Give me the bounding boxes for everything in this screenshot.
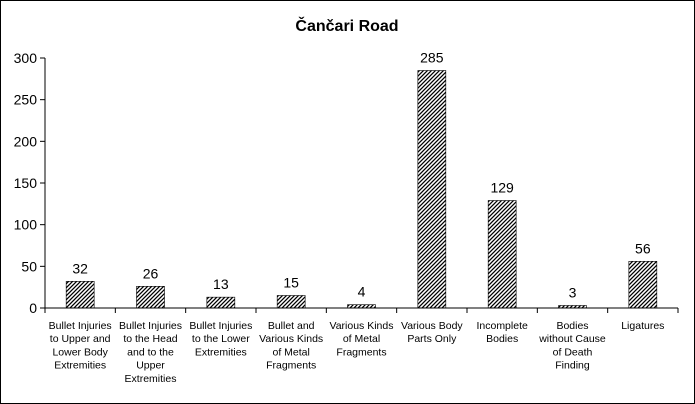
data-label: 129 <box>490 180 514 196</box>
data-label: 56 <box>635 240 651 256</box>
category-label-line: Various Body <box>401 320 463 332</box>
category-label-line: Bullet Injuries <box>119 320 182 332</box>
bar <box>65 281 95 309</box>
category-label-line: of Metal <box>343 333 380 345</box>
y-tick-label: 100 <box>14 217 38 233</box>
bar <box>206 296 236 309</box>
category-label-line: without Cause <box>538 333 606 345</box>
category-label-line: Upper <box>136 360 165 372</box>
data-label: 15 <box>283 275 299 291</box>
category-label: Bullet and Various Kinds of Metal Fragments <box>259 320 323 372</box>
bar <box>276 295 306 309</box>
category-label-line: to the Lower <box>192 333 250 345</box>
bar <box>487 200 517 309</box>
category-label-line: Bodies <box>556 320 588 332</box>
y-tick-label: 300 <box>14 50 38 66</box>
data-label: 285 <box>420 50 444 66</box>
category-label-line: of Death <box>553 346 593 358</box>
category-label-line: Bodies <box>486 333 518 345</box>
data-label: 26 <box>143 265 159 281</box>
category-label-line: Various Kinds <box>329 320 393 332</box>
bar <box>417 70 447 309</box>
category-label-line: Finding <box>555 360 590 372</box>
category-label-line: Fragments <box>266 360 316 372</box>
category-label: Bullet Injuries to the Head and to the Uppe… <box>119 320 182 385</box>
y-tick-label: 150 <box>14 175 38 191</box>
chart-title: Čančari Road <box>295 16 398 35</box>
category-label-line: Bullet Injuries <box>49 320 112 332</box>
category-label: Various Kinds of Metal Fragments <box>329 320 393 358</box>
category-label-line: Extremities <box>125 373 177 385</box>
category-label-line: Parts Only <box>407 333 457 345</box>
y-tick-label: 50 <box>21 258 37 274</box>
category-label-line: of Metal <box>272 346 309 358</box>
data-label: 13 <box>213 276 229 292</box>
category-label-line: Extremities <box>195 346 247 358</box>
category-label-line: Extremities <box>54 360 106 372</box>
category-label-line: Fragments <box>336 346 386 358</box>
category-label: Bullet Injuries to Upper and Lower Body Ext… <box>49 320 112 372</box>
category-label-line: Various Kinds <box>259 333 323 345</box>
x-axis: Bullet Injuries to Upper and Lower Body Ext… <box>44 307 679 385</box>
category-label: Bodies without Cause of Death Finding <box>538 320 606 372</box>
data-label: 4 <box>358 284 366 300</box>
category-label: Ligatures <box>621 320 664 332</box>
category-label-line: to the Head <box>123 333 177 345</box>
category-label-line: Bullet Injuries <box>189 320 252 332</box>
category-label-line: and to the <box>127 346 174 358</box>
category-label-line: to Upper and <box>50 333 111 345</box>
category-label: Various Body Parts Only <box>401 320 463 345</box>
bar <box>628 261 658 309</box>
data-label: 3 <box>569 285 577 301</box>
category-label-line: Bullet and <box>268 320 315 332</box>
y-tick-label: 250 <box>14 92 38 108</box>
y-tick-label: 200 <box>14 133 38 149</box>
category-label-line: Lower Body <box>52 346 108 358</box>
y-tick-label: 0 <box>29 300 37 316</box>
bar <box>136 286 165 309</box>
y-axis: 0 50 100 150 200 250 300 <box>14 50 46 316</box>
category-label-line: Incomplete <box>476 320 528 332</box>
bars <box>65 70 658 309</box>
data-label: 32 <box>72 260 88 276</box>
category-label: Bullet Injuries to the Lower Extremities <box>189 320 252 358</box>
data-labels: 32 26 13 15 4 285 129 3 56 <box>72 50 650 301</box>
category-label: Incomplete Bodies <box>476 320 528 345</box>
category-label-line: Ligatures <box>621 320 664 332</box>
